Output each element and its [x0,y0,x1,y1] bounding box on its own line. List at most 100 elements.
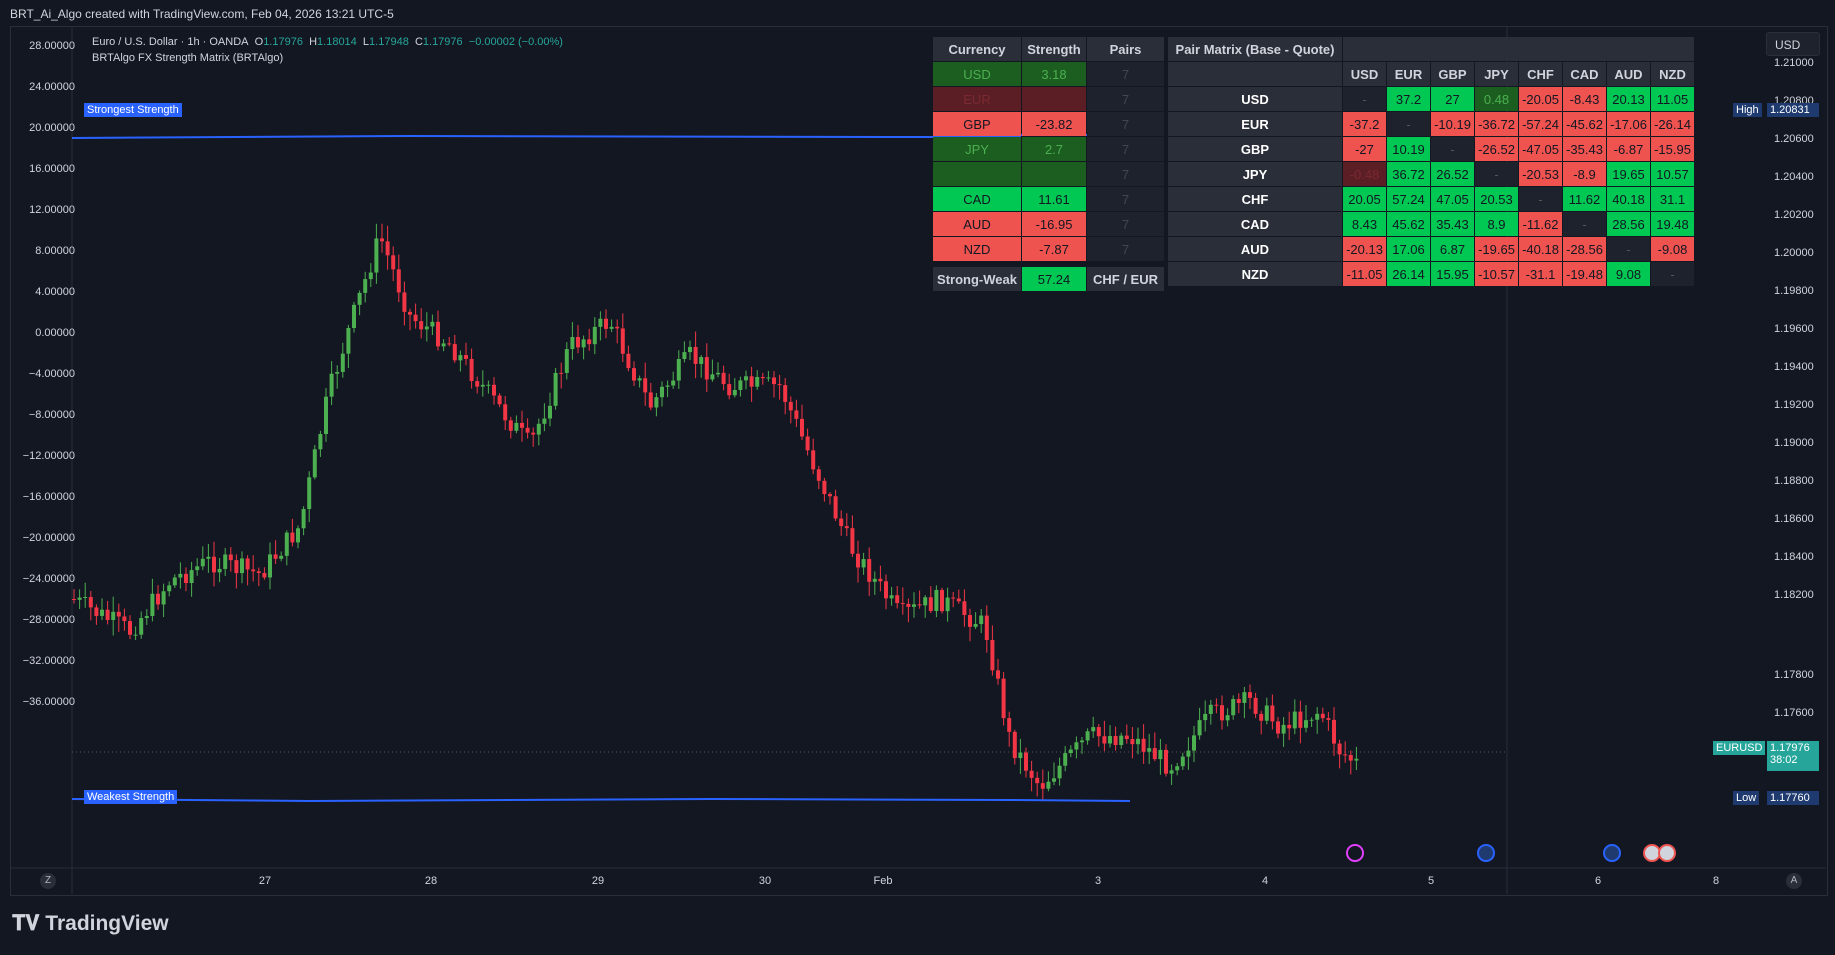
candle-body [990,639,995,671]
candle-body [895,595,900,604]
candle-body [402,292,407,312]
candle-body [144,616,149,619]
candle-body [682,352,687,360]
candle-body [581,339,586,348]
matrix-cell: -6.87 [1607,137,1650,161]
right-axis-tick: 1.21000 [1774,57,1814,69]
candle-body [1197,720,1202,736]
right-axis-tick: 1.19000 [1774,437,1814,449]
matrix-title: Pair Matrix (Base - Quote) [1168,37,1342,61]
matrix-cell: -26.52 [1475,137,1518,161]
candle-body [430,321,435,327]
candle-body [1264,705,1269,721]
candle-body [1102,736,1107,744]
candle-body [878,578,883,582]
time-axis-tick: 27 [258,875,272,887]
strength-cell-strength: -16.95 [1022,212,1086,236]
candle-body [245,558,250,570]
matrix-row-header: JPY [1168,162,1342,186]
matrix-row: JPY -0.48 36.72 26.52- -20.53 -8.9 19.65 10.57 [1168,162,1694,186]
event-flash-icon[interactable] [1346,844,1364,862]
log-scale-toggle[interactable]: Z [40,873,56,889]
candle-body [1320,713,1325,719]
candle-body [777,384,782,386]
candle-body [917,604,922,606]
auto-scale-toggle[interactable]: A [1786,873,1802,889]
candle-body [346,327,351,354]
candle-body [486,384,491,386]
matrix-corner [1168,62,1342,86]
candle-body [1203,713,1208,721]
matrix-cell: -9.08 [1651,237,1694,261]
candle-body [167,585,172,592]
candle-body [1281,724,1286,734]
candle-body [206,556,211,559]
candle-body [497,395,502,405]
candle-body [419,321,424,330]
right-axis-tick: 1.18400 [1774,551,1814,563]
matrix-cell: 20.53 [1475,187,1518,211]
candle-body [620,328,625,354]
matrix-col-header: USD [1343,62,1386,86]
matrix-cell: -26.14 [1651,112,1694,136]
low-label: Low [1733,791,1760,805]
left-axis-tick: −28.00000 [22,614,75,626]
candle-body [178,573,183,578]
matrix-cell: -36.72 [1475,112,1518,136]
candle-body [503,404,508,421]
matrix-cell: 10.19 [1387,137,1430,161]
candle-body [273,554,278,559]
candle-body [542,418,547,424]
strength-cell-strength: -23.82 [1022,112,1086,136]
candle-body [811,450,816,470]
tradingview-logo[interactable]: 𝐓𝐕 TradingView [12,912,169,936]
matrix-row-header: USD [1168,87,1342,111]
left-axis-tick: 24.00000 [29,81,75,93]
candle-body [352,304,356,328]
candle-body [1276,721,1280,734]
legend-open: 1.17976 [263,36,303,48]
time-axis-tick: 3 [1094,875,1102,887]
strength-cell-strength: 3.18 [1022,62,1086,86]
strength-cell-strength [1022,87,1086,111]
left-axis-tick: −24.00000 [22,573,75,585]
candle-body [676,359,681,381]
matrix-row-header: EUR [1168,112,1342,136]
candle-body [727,384,732,396]
candle-body [324,396,328,435]
matrix-cell: -10.19 [1431,112,1474,136]
left-axis-tick: 0.00000 [35,327,75,339]
currency-unit-selector[interactable]: USD [1766,32,1820,56]
candle-body [615,326,620,329]
candle-body [1158,749,1163,760]
candle-body [189,570,194,584]
us-flag-icon-2[interactable] [1658,844,1676,862]
candle-body [396,269,401,293]
candle-body [839,518,844,527]
legend-symbol[interactable]: Euro / U.S. Dollar · 1h · OANDA [92,36,249,48]
price-chart[interactable] [10,26,1826,894]
matrix-cell: -17.06 [1607,112,1650,136]
candle-body [1248,692,1252,698]
right-axis-tick: 1.20000 [1774,247,1814,259]
time-axis-tick: 29 [591,875,605,887]
legend-close: 1.17976 [422,36,463,48]
candle-body [340,353,345,372]
matrix-cell: - [1563,212,1606,236]
candle-body [441,343,446,347]
candle-body [469,358,474,382]
event-globe-icon-2[interactable] [1603,844,1621,862]
event-globe-icon[interactable] [1477,844,1495,862]
candle-body [856,553,860,568]
indicator-name[interactable]: BRTAlgo FX Strength Matrix (BRTAlgo) [92,52,284,64]
candle-body [312,449,317,478]
left-axis-tick: −4.00000 [28,368,75,380]
candle-body [301,509,306,529]
matrix-cell: -19.65 [1475,237,1518,261]
strength-row: EUR 7 [933,87,1164,111]
candle-body [492,384,496,396]
col-header-pairs: Pairs [1087,37,1164,61]
candle-body [368,272,373,280]
candle-body [262,573,267,578]
weakest-strength-tag: Weakest Strength [84,790,178,804]
